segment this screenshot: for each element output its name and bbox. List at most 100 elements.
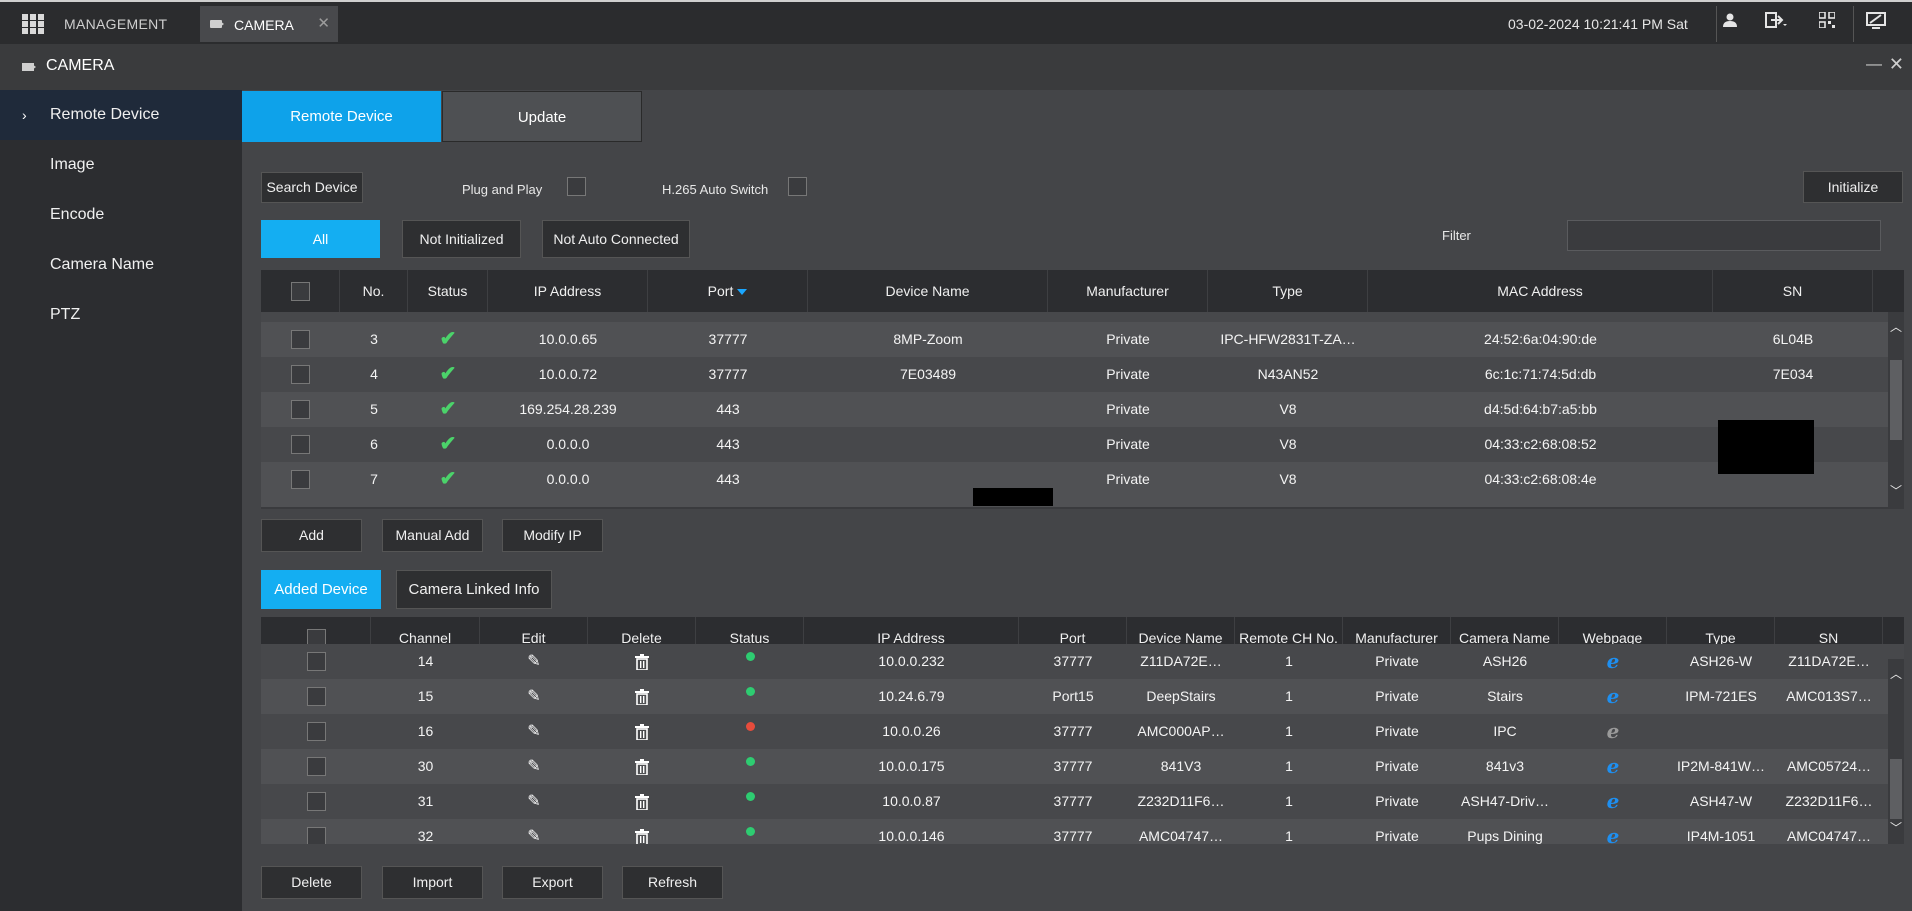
row-checkbox[interactable] (307, 827, 326, 844)
sidebar-item-camera-name[interactable]: Camera Name (0, 240, 242, 290)
delete-button[interactable]: Delete (261, 866, 362, 899)
tab-camera[interactable]: CAMERA ✕ (200, 6, 338, 42)
import-button[interactable]: Import (382, 866, 483, 899)
table-row[interactable]: 15 ✎ 10.24.6.79 Port15 DeepStairs 1 Private Sta… (261, 679, 1904, 714)
close-tab-icon[interactable]: ✕ (317, 15, 330, 32)
header-port[interactable]: Port (648, 270, 808, 312)
header-manufacturer[interactable]: Manufacturer (1343, 617, 1451, 659)
header-manufacturer[interactable]: Manufacturer (1048, 270, 1208, 312)
edit-pencil-icon[interactable]: ✎ (527, 793, 541, 810)
header-sn[interactable]: SN (1775, 617, 1883, 659)
table-row[interactable]: 16 ✎ 10.0.0.26 37777 AMC000AP… 1 Private IPC e (261, 714, 1904, 749)
table-row[interactable]: 4 ✔ 10.0.0.72 37777 7E03489 Private N43AN52 6c:… (261, 357, 1904, 392)
trash-icon[interactable] (588, 784, 696, 819)
table-row[interactable]: 7 ✔ 0.0.0.0 443 Private V8 04:33:c2:68:08:4e (261, 462, 1904, 497)
plug-and-play-checkbox[interactable] (567, 177, 586, 196)
header-remote-ch[interactable]: Remote CH No. (1235, 617, 1343, 659)
modify-ip-button[interactable]: Modify IP (502, 519, 603, 552)
webpage-ie-icon[interactable]: e (1606, 719, 1620, 743)
management-tab[interactable]: MANAGEMENT (64, 16, 168, 32)
select-all-checkbox[interactable] (291, 282, 310, 301)
edit-pencil-icon[interactable]: ✎ (527, 723, 541, 740)
row-checkbox[interactable] (291, 330, 310, 349)
webpage-ie-icon[interactable]: e (1606, 754, 1620, 778)
header-type[interactable]: Type (1208, 270, 1368, 312)
sidebar-item-image[interactable]: Image (0, 140, 242, 190)
minimize-icon[interactable]: — (1866, 56, 1882, 73)
table-row[interactable]: 30 ✎ 10.0.0.175 37777 841V3 1 Private 841v3 e IP2… (261, 749, 1904, 784)
webpage-ie-icon[interactable]: e (1606, 684, 1620, 708)
webpage-ie-icon[interactable]: e (1606, 649, 1620, 673)
header-ip-address[interactable]: IP Address (488, 270, 648, 312)
filter-not-initialized-button[interactable]: Not Initialized (402, 220, 521, 258)
table-row[interactable]: 31 ✎ 10.0.0.87 37777 Z232D11F6… 1 Private ASH47… (261, 784, 1904, 819)
header-mac-address[interactable]: MAC Address (1368, 270, 1713, 312)
tab-update[interactable]: Update (442, 91, 642, 142)
qr-code-icon[interactable] (1815, 11, 1839, 36)
header-sn[interactable]: SN (1713, 270, 1873, 312)
header-type[interactable]: Type (1667, 617, 1775, 659)
user-icon[interactable] (1718, 12, 1742, 36)
scroll-thumb[interactable] (1890, 360, 1902, 440)
refresh-button[interactable]: Refresh (622, 866, 723, 899)
trash-icon[interactable] (588, 644, 696, 679)
header-device-name[interactable]: Device Name (808, 270, 1048, 312)
row-checkbox[interactable] (307, 792, 326, 811)
row-checkbox[interactable] (307, 687, 326, 706)
table-row[interactable]: 3 ✔ 10.0.0.65 37777 8MP-Zoom Private IPC-HFW28… (261, 322, 1904, 357)
sidebar-item-ptz[interactable]: PTZ (0, 290, 242, 340)
tab-camera-linked-info[interactable]: Camera Linked Info (396, 570, 552, 609)
header-channel[interactable]: Channel (371, 617, 480, 659)
edit-pencil-icon[interactable]: ✎ (527, 688, 541, 705)
header-no[interactable]: No. (340, 270, 408, 312)
row-checkbox[interactable] (291, 470, 310, 489)
webpage-ie-icon[interactable]: e (1606, 789, 1620, 813)
initialize-button[interactable]: Initialize (1803, 171, 1903, 203)
scroll-up-icon[interactable]: ︿ (1889, 667, 1902, 681)
tab-remote-device[interactable]: Remote Device (242, 91, 441, 142)
header-status[interactable]: Status (408, 270, 488, 312)
table-row[interactable]: 14 ✎ 10.0.0.232 37777 Z11DA72E… 1 Private ASH26… (261, 644, 1904, 679)
row-checkbox[interactable] (307, 757, 326, 776)
h265-auto-switch-checkbox[interactable] (788, 177, 807, 196)
trash-icon[interactable] (588, 749, 696, 784)
header-device-name[interactable]: Device Name (1127, 617, 1235, 659)
scroll-thumb[interactable] (1890, 759, 1902, 819)
filter-not-auto-connected-button[interactable]: Not Auto Connected (542, 220, 690, 258)
trash-icon[interactable] (588, 679, 696, 714)
export-button[interactable]: Export (502, 866, 603, 899)
row-checkbox[interactable] (307, 722, 326, 741)
add-button[interactable]: Add (261, 519, 362, 552)
display-icon[interactable] (1864, 12, 1888, 36)
scroll-down-icon[interactable]: ﹀ (1889, 821, 1902, 835)
sidebar-item-encode[interactable]: Encode (0, 190, 242, 240)
header-ip-address[interactable]: IP Address (804, 617, 1019, 659)
header-port[interactable]: Port (1019, 617, 1127, 659)
search-device-button[interactable]: Search Device (261, 172, 363, 203)
search-table-scrollbar[interactable]: ︿ ﹀ (1888, 312, 1904, 509)
close-window-icon[interactable]: ✕ (1888, 54, 1904, 74)
added-table-scrollbar[interactable]: ︿ ﹀ (1888, 659, 1904, 844)
row-checkbox[interactable] (291, 365, 310, 384)
table-row[interactable]: 32 ✎ 10.0.0.146 37777 AMC04747… 1 Private Pups … (261, 819, 1904, 844)
main-menu-grid-icon[interactable] (22, 14, 44, 34)
row-checkbox[interactable] (291, 400, 310, 419)
logout-icon[interactable] (1764, 12, 1788, 36)
edit-pencil-icon[interactable]: ✎ (527, 758, 541, 775)
scroll-up-icon[interactable]: ︿ (1889, 320, 1902, 334)
tab-added-device[interactable]: Added Device (261, 570, 381, 609)
row-checkbox[interactable] (307, 652, 326, 671)
filter-all-button[interactable]: All (261, 220, 380, 258)
trash-icon[interactable] (588, 819, 696, 844)
sidebar-item-remote-device[interactable]: › Remote Device (0, 90, 242, 140)
table-row[interactable]: 6 ✔ 0.0.0.0 443 Private V8 04:33:c2:68:08:52 (261, 427, 1904, 462)
webpage-ie-icon[interactable]: e (1606, 824, 1620, 844)
manual-add-button[interactable]: Manual Add (382, 519, 483, 552)
scroll-down-icon[interactable]: ﹀ (1889, 484, 1902, 498)
row-checkbox[interactable] (291, 435, 310, 454)
header-camera-name[interactable]: Camera Name (1451, 617, 1559, 659)
filter-input[interactable] (1567, 220, 1881, 251)
edit-pencil-icon[interactable]: ✎ (527, 828, 541, 844)
edit-pencil-icon[interactable]: ✎ (527, 653, 541, 670)
trash-icon[interactable] (588, 714, 696, 749)
